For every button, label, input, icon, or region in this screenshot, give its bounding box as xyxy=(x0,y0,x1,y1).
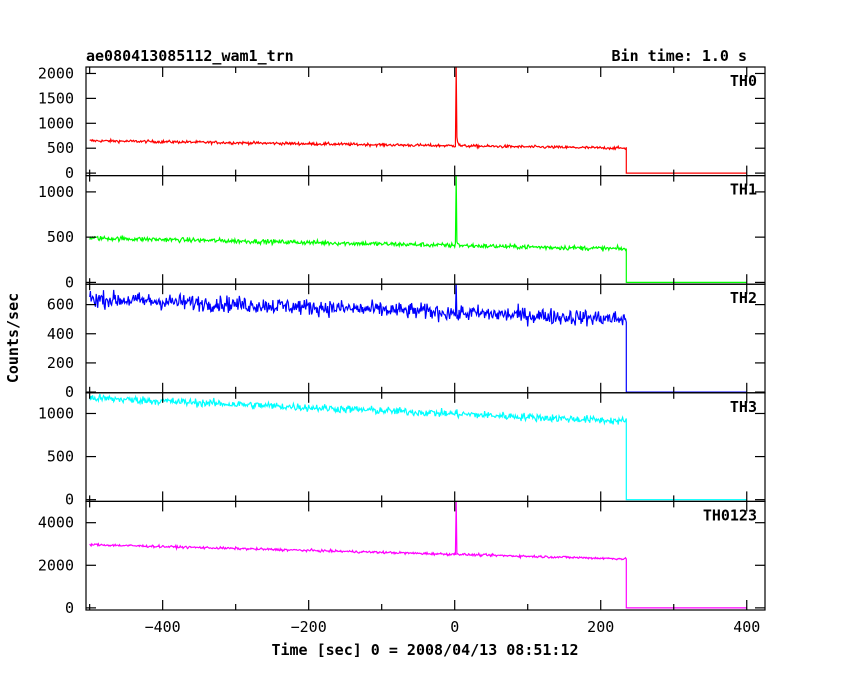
y-tick-label: 2000 xyxy=(38,556,74,574)
y-tick-label: 500 xyxy=(47,139,74,157)
panel-label-th2: TH2 xyxy=(730,289,757,307)
chart-title: ae080413085112_wam1_trn xyxy=(86,47,294,65)
x-axis-label: Time [sec] 0 = 2008/04/13 08:51:12 xyxy=(271,641,578,659)
series-line-th0123 xyxy=(89,501,747,609)
y-tick-label: 600 xyxy=(47,296,74,314)
panel-frame-th1 xyxy=(85,175,766,285)
panel-label-th1: TH1 xyxy=(730,181,757,199)
y-tick-label: 200 xyxy=(47,354,74,372)
bin-time-label: Bin time: 1.0 s xyxy=(612,47,747,65)
panel-label-th0: TH0 xyxy=(730,72,757,90)
y-tick-label: 0 xyxy=(65,273,74,291)
series-line-th1 xyxy=(89,175,747,283)
y-tick-label: 0 xyxy=(65,491,74,509)
y-tick-label: 2000 xyxy=(38,64,74,82)
panel-label-th0123: TH0123 xyxy=(703,506,757,524)
y-tick-label: 0 xyxy=(65,383,74,401)
panel-frame-th0 xyxy=(85,66,766,177)
series-line-th3 xyxy=(89,393,747,501)
series-line-th2 xyxy=(89,284,747,393)
panel-label-th3: TH3 xyxy=(730,398,757,416)
panel-frame-th0123 xyxy=(85,500,766,611)
x-tick-label: 200 xyxy=(587,618,614,636)
y-axis-label: Counts/sec xyxy=(4,293,22,383)
y-tick-label: 1000 xyxy=(38,404,74,422)
y-tick-label: 4000 xyxy=(38,514,74,532)
x-tick-label: 400 xyxy=(733,618,760,636)
x-tick-label: 0 xyxy=(450,618,459,636)
y-tick-label: 400 xyxy=(47,325,74,343)
panel-frame-th3 xyxy=(85,392,766,502)
x-tick-label: −200 xyxy=(291,618,327,636)
y-tick-label: 1500 xyxy=(38,89,74,107)
y-tick-label: 0 xyxy=(65,599,74,617)
x-tick-label: −400 xyxy=(145,618,181,636)
y-tick-label: 1000 xyxy=(38,114,74,132)
y-tick-label: 500 xyxy=(47,448,74,466)
y-tick-label: 0 xyxy=(65,164,74,182)
series-line-th0 xyxy=(89,66,747,174)
y-tick-label: 500 xyxy=(47,228,74,246)
y-tick-label: 1000 xyxy=(38,183,74,201)
